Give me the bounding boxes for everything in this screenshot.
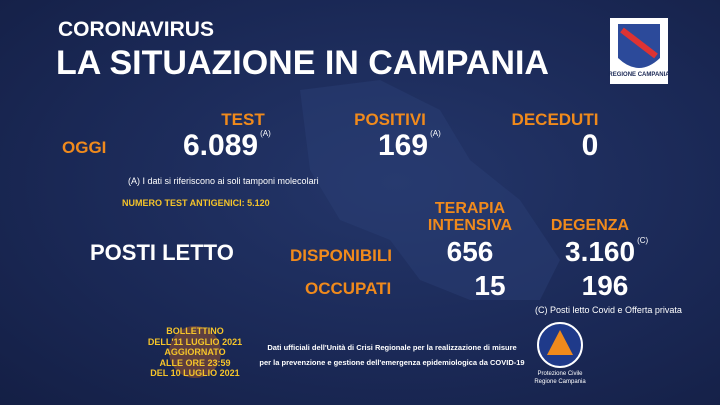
value: 15	[474, 270, 506, 301]
value: 656	[446, 236, 494, 267]
note: (A)	[260, 129, 271, 138]
value-text: 6.089	[183, 129, 259, 162]
line: INTENSIVA	[427, 217, 513, 234]
note: (A)	[430, 129, 441, 138]
line: Regione Campania	[534, 379, 586, 385]
row-label: OCCUPATI	[305, 279, 392, 298]
beds-title: POSTI LETTO	[90, 240, 234, 265]
footnote: (C) Posti letto Covid e Offerta privata	[535, 305, 682, 315]
footnote: (A) I dati si riferiscono ai soli tampon…	[128, 176, 319, 186]
row-label: OGGI	[62, 138, 107, 157]
logo-label: REGIONE CAMPANIA	[608, 72, 670, 78]
value: 3.160 (C)	[565, 236, 648, 268]
value: 0	[581, 129, 599, 162]
line: ALLE ORE 23:59	[159, 357, 231, 368]
line: Protezione Civile	[537, 371, 583, 377]
antigen-count: NUMERO TEST ANTIGENICI: 5.120	[122, 198, 270, 208]
value: 6.089 (A)	[183, 129, 271, 163]
column-label: TEST	[221, 110, 265, 129]
line: TERAPIA	[434, 200, 506, 217]
column-label: POSITIVI	[354, 110, 426, 129]
kicker: CORONAVIRUS	[58, 18, 214, 41]
row-label: DISPONIBILI	[290, 246, 393, 265]
value-text: 3.160	[565, 236, 636, 267]
line: per la prevenzione e gestione dell'emerg…	[259, 358, 525, 367]
title: LA SITUAZIONE IN CAMPANIA	[56, 44, 549, 82]
value-text: 169	[378, 129, 429, 162]
column-label: DEGENZA	[550, 217, 630, 234]
line: DELL'11 LUGLIO 2021	[147, 336, 243, 347]
column-label: TERAPIA INTENSIVA	[428, 200, 512, 234]
bulletin: BOLLETTINO DELL'11 LUGLIO 2021 AGGIORNAT…	[148, 326, 242, 379]
civil-logo-label: Protezione Civile Regione Campania	[534, 370, 585, 386]
line: Dati ufficiali dell'Unità di Crisi Regio…	[267, 343, 517, 352]
note: (C)	[637, 236, 649, 245]
value: 169 (A)	[378, 129, 441, 163]
line: AGGIORNATO	[164, 347, 226, 357]
source: Dati ufficiali dell'Unità di Crisi Regio…	[259, 340, 524, 370]
line: DEL 10 LUGLIO 2021	[150, 368, 240, 378]
value: 196	[581, 270, 629, 301]
line: BOLLETTINO	[166, 326, 224, 336]
column-label: DECEDUTI	[511, 110, 599, 129]
